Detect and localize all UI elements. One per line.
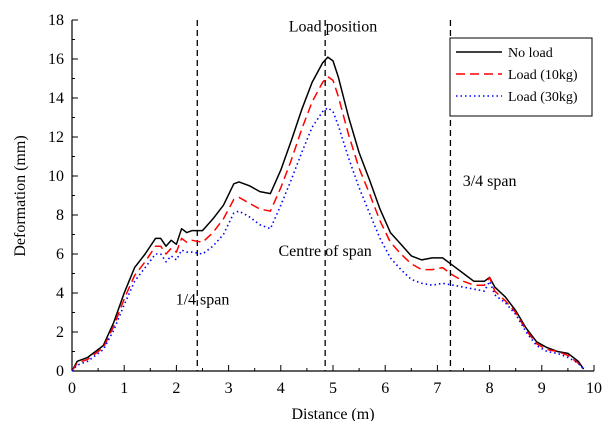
legend-label: Load (30kg) xyxy=(508,90,578,105)
annotation-label: Load position xyxy=(289,19,377,36)
y-axis-title: Deformation (mm) xyxy=(12,135,29,256)
x-tick-label: 8 xyxy=(486,380,494,397)
series-line-2 xyxy=(71,107,585,372)
y-tick-label: 14 xyxy=(48,90,64,107)
y-tick-label: 0 xyxy=(56,363,64,380)
x-tick-label: 9 xyxy=(538,380,546,397)
x-tick-label: 2 xyxy=(172,380,180,397)
x-tick-label: 4 xyxy=(277,380,285,397)
annotation-label: Centre of span xyxy=(279,243,372,260)
y-tick-label: 2 xyxy=(56,324,64,341)
y-tick-label: 12 xyxy=(48,129,64,146)
x-tick-label: 7 xyxy=(433,380,441,397)
x-tick-label: 6 xyxy=(381,380,389,397)
x-tick-label: 0 xyxy=(68,380,76,397)
legend-box xyxy=(449,37,593,117)
legend-label: No load xyxy=(508,46,553,61)
span-markers xyxy=(196,20,452,371)
annotations: Load position 3/4 span Centre of span 1/4 s… xyxy=(176,19,517,309)
x-axis-title: Distance (m) xyxy=(291,406,374,421)
y-tick-label: 4 xyxy=(56,285,64,302)
x-tick-label: 5 xyxy=(329,380,337,397)
y-tick-label: 18 xyxy=(48,12,64,29)
x-tick-label: 10 xyxy=(586,380,602,397)
series-line-1 xyxy=(71,75,585,372)
y-tick-label: 10 xyxy=(48,168,64,185)
series-line-0 xyxy=(71,56,585,372)
legend-items: No load Load (10kg) Load (30kg) xyxy=(456,46,578,105)
annotation-label: 3/4 span xyxy=(463,173,517,190)
y-tick-label: 8 xyxy=(56,207,64,224)
legend: No load Load (10kg) Load (30kg) xyxy=(449,37,593,117)
x-tick-label: 1 xyxy=(120,380,128,397)
x-ticks: 0 1 2 3 4 5 6 7 8 9 10 xyxy=(68,365,602,397)
series-lines xyxy=(71,56,585,372)
y-tick-label: 6 xyxy=(56,246,64,263)
annotation-label: 1/4 span xyxy=(176,292,230,309)
legend-label: Load (10kg) xyxy=(508,68,578,83)
x-tick-label: 3 xyxy=(225,380,233,397)
y-tick-label: 16 xyxy=(48,51,64,68)
y-ticks: 0 2 4 6 8 10 12 14 16 18 xyxy=(48,12,78,380)
